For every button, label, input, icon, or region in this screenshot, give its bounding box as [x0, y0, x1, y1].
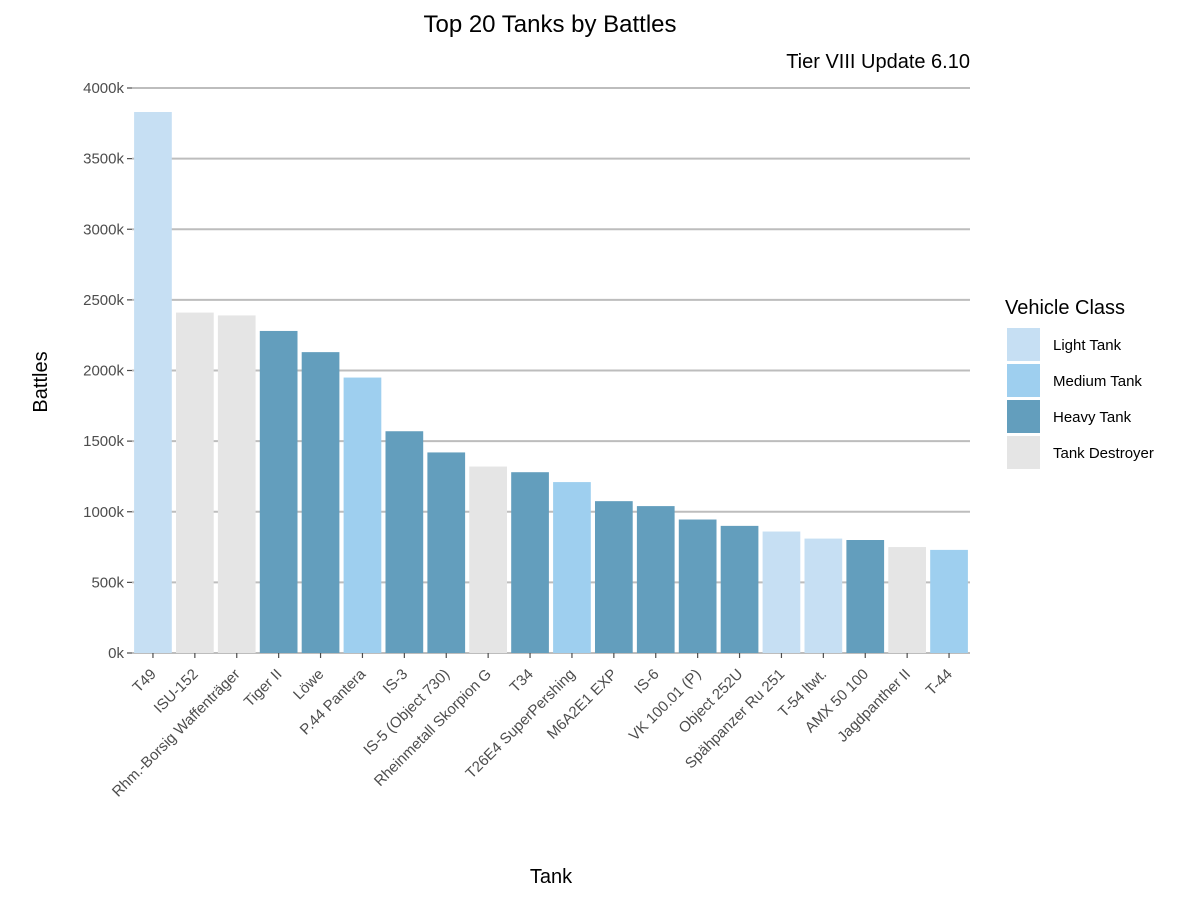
legend-label: Heavy Tank [1053, 409, 1132, 426]
legend-swatch [1007, 364, 1040, 397]
bars [134, 112, 968, 653]
x-tick-label: T49 [129, 666, 159, 696]
legend-swatch [1007, 436, 1040, 469]
bar [511, 472, 549, 653]
x-axis-title: Tank [530, 866, 573, 888]
y-tick-label: 3500k [83, 151, 124, 168]
y-axis-title: Battles [30, 351, 52, 412]
x-tick-label: Jagdpanther II [834, 666, 914, 746]
bar [553, 482, 591, 653]
x-tick-label: Löwe [290, 666, 327, 703]
legend-swatch [1007, 328, 1040, 361]
bar [804, 538, 843, 653]
bar [469, 466, 508, 653]
legend-label: Light Tank [1053, 337, 1122, 354]
bar [720, 525, 759, 653]
y-axis: 0k 500k 1000k 1500k 2000k 2500k 3000k 3500k 4000… [83, 80, 132, 662]
bar [678, 519, 717, 653]
bar [636, 506, 675, 653]
y-tick-label: 2500k [83, 292, 124, 309]
chart-subtitle: Tier VIII Update 6.10 [786, 51, 970, 73]
bar [594, 501, 633, 653]
bar [888, 547, 927, 653]
y-tick-label: 3000k [83, 221, 124, 238]
y-tick-label: 500k [91, 574, 124, 591]
legend-label: Medium Tank [1053, 373, 1142, 390]
x-tick-label: Tiger II [241, 666, 286, 711]
legend-title: Vehicle Class [1005, 297, 1125, 319]
bar [385, 431, 424, 653]
x-tick-label: T-44 [923, 666, 956, 699]
bar [846, 540, 885, 653]
bar [217, 315, 256, 653]
bar [930, 549, 968, 653]
bar [259, 330, 298, 653]
y-tick-label: 4000k [83, 80, 124, 97]
legend-label: Tank Destroyer [1053, 445, 1154, 462]
bar [134, 112, 172, 653]
bar [175, 312, 214, 653]
chart-title: Top 20 Tanks by Battles [423, 11, 676, 38]
x-tick-label: IS-3 [380, 666, 411, 697]
x-tick-label: T34 [507, 666, 537, 696]
y-tick-label: 1500k [83, 433, 124, 450]
bar [301, 352, 340, 653]
gridlines [132, 87, 970, 654]
bar [762, 531, 801, 653]
y-tick-label: 2000k [83, 363, 124, 380]
y-tick-label: 1000k [83, 504, 124, 521]
legend: Vehicle Class Light Tank Medium Tank Heavy… [1005, 297, 1154, 469]
y-tick-label: 0k [108, 645, 124, 662]
bar [427, 452, 466, 653]
legend-swatch [1007, 400, 1040, 433]
x-tick-label: IS-6 [631, 666, 662, 697]
bar [343, 377, 382, 653]
